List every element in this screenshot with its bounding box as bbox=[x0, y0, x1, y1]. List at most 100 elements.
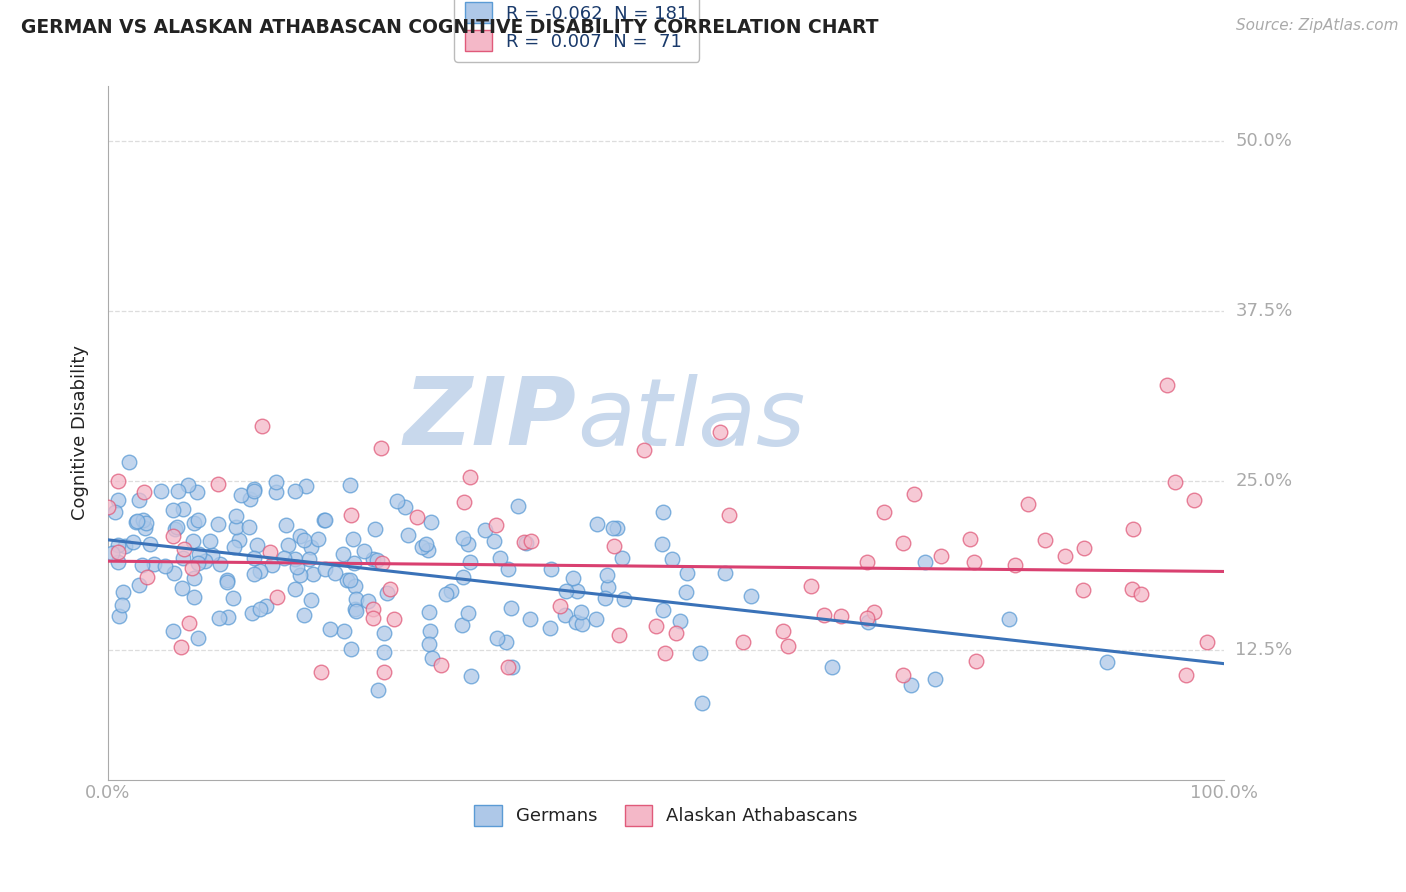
Point bbox=[440, 584, 463, 599]
Point bbox=[607, 628, 630, 642]
Point bbox=[364, 523, 387, 537]
Point bbox=[187, 556, 209, 570]
Point bbox=[488, 550, 510, 565]
Point bbox=[243, 566, 266, 581]
Point bbox=[651, 537, 673, 551]
Point bbox=[713, 566, 735, 580]
Point bbox=[821, 660, 844, 674]
Point bbox=[114, 539, 136, 553]
Point bbox=[314, 562, 336, 576]
Point bbox=[929, 549, 952, 564]
Point bbox=[112, 584, 135, 599]
Point bbox=[266, 590, 288, 604]
Point bbox=[217, 610, 239, 624]
Point bbox=[198, 533, 221, 548]
Point bbox=[373, 626, 395, 640]
Point bbox=[394, 500, 416, 514]
Point bbox=[264, 484, 287, 499]
Point bbox=[1121, 582, 1143, 596]
Point bbox=[1197, 635, 1219, 649]
Point bbox=[689, 646, 711, 660]
Point bbox=[565, 615, 588, 629]
Point bbox=[538, 622, 561, 636]
Point bbox=[690, 696, 713, 710]
Point bbox=[962, 555, 984, 569]
Point bbox=[411, 540, 433, 554]
Point bbox=[162, 503, 184, 517]
Point bbox=[162, 566, 184, 580]
Text: 50.0%: 50.0% bbox=[1236, 132, 1292, 150]
Point bbox=[830, 609, 852, 624]
Point bbox=[652, 505, 675, 519]
Point bbox=[285, 560, 308, 574]
Point bbox=[107, 609, 129, 624]
Point bbox=[344, 591, 367, 606]
Point bbox=[107, 545, 129, 559]
Point bbox=[450, 618, 472, 632]
Point bbox=[332, 624, 354, 638]
Point bbox=[1182, 493, 1205, 508]
Point bbox=[207, 517, 229, 532]
Point bbox=[131, 558, 153, 572]
Point bbox=[1004, 558, 1026, 573]
Point bbox=[458, 470, 481, 484]
Point bbox=[149, 484, 172, 499]
Point bbox=[302, 566, 325, 581]
Point bbox=[340, 508, 363, 522]
Point bbox=[344, 602, 367, 616]
Point bbox=[856, 611, 879, 625]
Point bbox=[249, 601, 271, 615]
Point bbox=[562, 571, 585, 585]
Point bbox=[661, 551, 683, 566]
Point bbox=[420, 651, 443, 665]
Point bbox=[373, 645, 395, 659]
Point bbox=[177, 478, 200, 492]
Point bbox=[924, 672, 946, 686]
Point bbox=[314, 513, 336, 527]
Point bbox=[215, 573, 238, 587]
Point bbox=[419, 624, 441, 638]
Point bbox=[914, 555, 936, 569]
Point bbox=[613, 591, 636, 606]
Point bbox=[162, 624, 184, 639]
Point bbox=[101, 546, 124, 560]
Point bbox=[254, 599, 277, 613]
Point bbox=[314, 513, 336, 527]
Point bbox=[1053, 549, 1076, 563]
Point bbox=[343, 579, 366, 593]
Point bbox=[274, 518, 297, 533]
Point bbox=[264, 475, 287, 490]
Point bbox=[207, 477, 229, 491]
Point bbox=[1033, 533, 1056, 547]
Point bbox=[451, 570, 474, 584]
Point bbox=[153, 558, 176, 573]
Point bbox=[172, 551, 194, 566]
Point bbox=[194, 553, 217, 567]
Point bbox=[366, 553, 388, 567]
Point bbox=[1122, 522, 1144, 536]
Point bbox=[132, 513, 155, 527]
Point bbox=[668, 614, 690, 628]
Point bbox=[181, 533, 204, 548]
Text: ZIP: ZIP bbox=[404, 373, 576, 465]
Point bbox=[111, 598, 134, 612]
Point bbox=[299, 540, 322, 554]
Point bbox=[104, 505, 127, 519]
Point bbox=[501, 660, 523, 674]
Point bbox=[382, 611, 405, 625]
Point bbox=[125, 514, 148, 528]
Point bbox=[373, 665, 395, 680]
Point bbox=[513, 535, 536, 549]
Point bbox=[361, 611, 384, 625]
Point bbox=[644, 619, 666, 633]
Point bbox=[169, 640, 191, 655]
Point bbox=[1073, 541, 1095, 556]
Point bbox=[813, 608, 835, 623]
Point bbox=[357, 594, 380, 608]
Point bbox=[418, 636, 440, 650]
Point bbox=[959, 532, 981, 546]
Point bbox=[474, 523, 496, 537]
Point bbox=[451, 531, 474, 545]
Point bbox=[1130, 586, 1153, 600]
Point bbox=[380, 582, 402, 596]
